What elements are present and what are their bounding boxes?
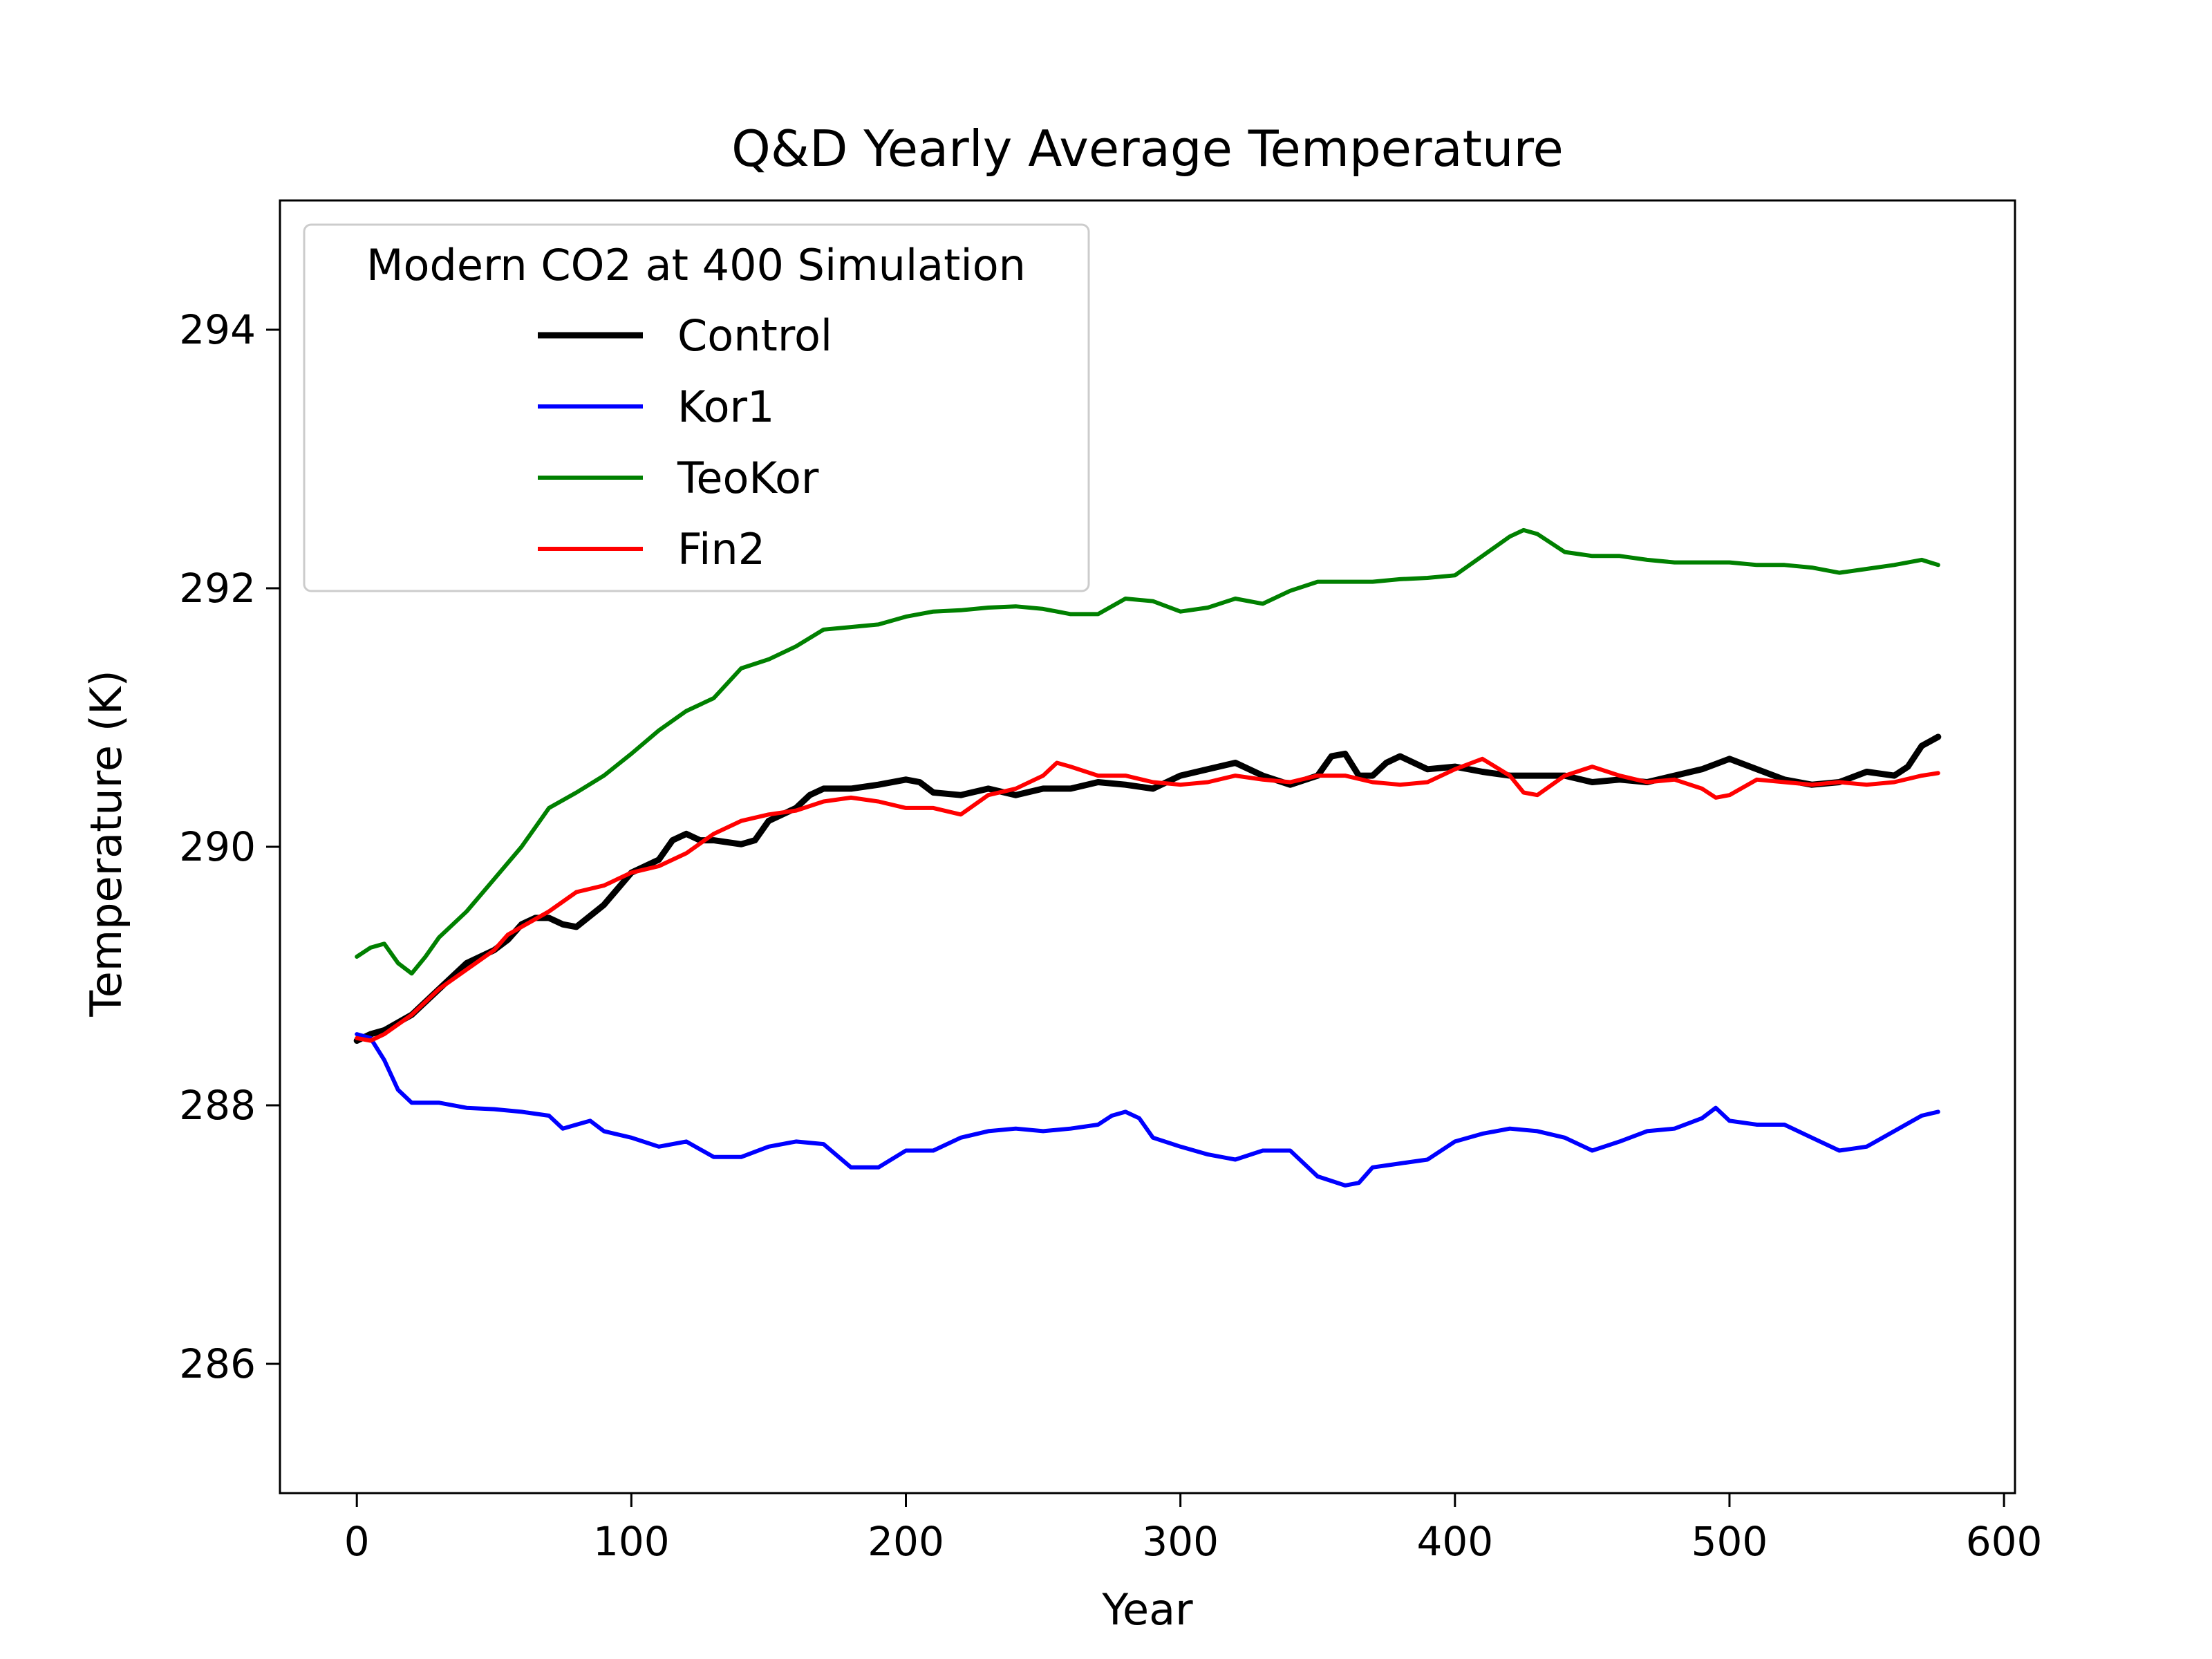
legend-entries: Control Kor1 TeoKor Fin2 <box>538 310 832 574</box>
series-line-teokor <box>355 527 1940 976</box>
series-line-kor1 <box>355 1032 1940 1188</box>
x-axis-label: Year <box>1101 1584 1193 1635</box>
legend: Modern CO2 at 400 Simulation Control Kor1… <box>303 223 1090 592</box>
y-tick-label: 288 <box>179 1082 256 1129</box>
x-tick-label: 400 <box>1416 1518 1493 1565</box>
chart-title: Q&D Yearly Average Temperature <box>731 120 1564 178</box>
series-layer <box>353 527 1942 1188</box>
x-tick-label: 0 <box>344 1518 370 1565</box>
y-tick-label: 294 <box>179 306 256 353</box>
x-tick-label: 200 <box>868 1518 944 1565</box>
legend-label-kor1: Kor1 <box>677 382 774 432</box>
x-tick-label: 300 <box>1142 1518 1219 1565</box>
series-line-fin2 <box>355 756 1940 1043</box>
y-tick-label: 292 <box>179 565 256 612</box>
legend-title: Modern CO2 at 400 Simulation <box>366 240 1026 290</box>
y-tick-label: 286 <box>179 1340 256 1387</box>
legend-label-teokor: TeoKor <box>677 453 819 503</box>
y-axis-label: Temperature (K) <box>81 670 131 1017</box>
legend-label-control: Control <box>677 310 832 361</box>
x-tick-label: 600 <box>1966 1518 2043 1565</box>
x-tick-label: 100 <box>593 1518 670 1565</box>
legend-label-fin2: Fin2 <box>677 524 765 574</box>
x-tick-label: 500 <box>1691 1518 1768 1565</box>
legend-box <box>303 223 1090 592</box>
y-axis-ticks: 286 288 290 292 294 <box>179 306 280 1387</box>
y-tick-label: 290 <box>179 823 256 870</box>
x-axis-ticks: 0 100 200 300 400 500 600 <box>344 1493 2043 1565</box>
